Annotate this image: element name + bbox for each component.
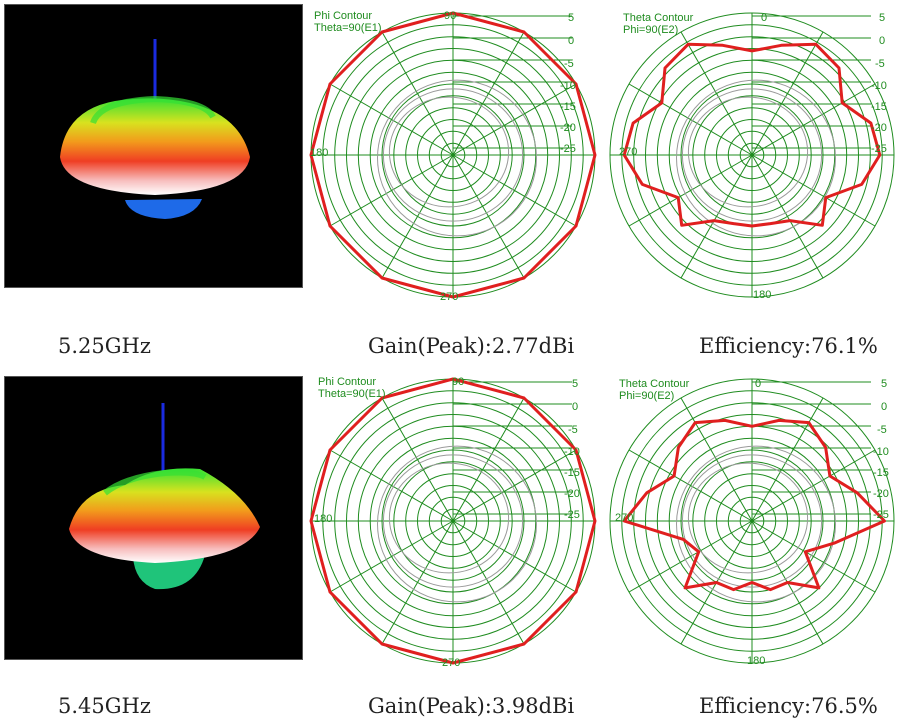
theta-contour-labels: Theta Contour Phi=90(E2) 0 270 180 5 0 -… <box>603 4 901 306</box>
scale-label: -25 <box>564 509 580 521</box>
angle-label-bottom: 270 <box>440 291 458 303</box>
scale-label: -5 <box>875 58 885 70</box>
theta-contour-plot: Theta Contour Phi=90(E2) 0 270 180 5 0 -… <box>603 4 901 306</box>
plot-subtitle: Theta=90(E1) <box>318 388 386 400</box>
scale-label: -10 <box>560 80 576 92</box>
scale-label: -5 <box>877 424 887 436</box>
scale-label: -20 <box>564 488 580 500</box>
row-5-25ghz: Phi Contour Theta=90(E1) 90 180 270 5 0 … <box>0 0 901 360</box>
efficiency-caption: Efficiency:76.1% <box>699 334 878 358</box>
scale-label: -25 <box>873 509 889 521</box>
row-5-45ghz: Phi Contour Theta=90(E1) 90 180 270 5 0 … <box>0 366 901 726</box>
plot-title: Phi Contour <box>318 376 376 388</box>
scale-label: -10 <box>564 446 580 458</box>
phi-contour-plot: Phi Contour Theta=90(E1) 90 180 270 5 0 … <box>304 4 602 306</box>
scale-label: -15 <box>564 467 580 479</box>
plot-subtitle: Phi=90(E2) <box>619 390 674 402</box>
scale-label: 0 <box>568 35 574 47</box>
angle-label-top: 0 <box>755 378 761 390</box>
plot-title: Theta Contour <box>619 378 690 390</box>
scale-label: -20 <box>871 122 887 134</box>
plot-subtitle: Phi=90(E2) <box>623 24 678 36</box>
scale-label: 5 <box>881 378 887 390</box>
3d-radiation-pattern <box>4 4 303 288</box>
frequency-caption: 5.45GHz <box>58 694 151 718</box>
3d-radiation-pattern <box>4 376 303 660</box>
angle-label-left: 270 <box>615 512 633 524</box>
scale-label: -15 <box>560 101 576 113</box>
angle-label-left: 180 <box>310 147 328 159</box>
angle-label-top: 90 <box>444 10 456 22</box>
gain-caption: Gain(Peak):2.77dBi <box>368 334 574 358</box>
angle-label-bottom: 180 <box>753 289 771 301</box>
scale-label: -25 <box>871 143 887 155</box>
angle-label-top: 0 <box>761 12 767 24</box>
radiation-pattern-render <box>5 5 302 287</box>
angle-label-bottom: 270 <box>442 657 460 669</box>
scale-label: -10 <box>871 80 887 92</box>
phi-contour-labels: Phi Contour Theta=90(E1) 90 180 270 5 0 … <box>304 370 602 672</box>
gain-caption: Gain(Peak):3.98dBi <box>368 694 574 718</box>
angle-label-bottom: 180 <box>747 655 765 667</box>
phi-contour-labels: Phi Contour Theta=90(E1) 90 180 270 5 0 … <box>304 4 602 306</box>
plot-subtitle: Theta=90(E1) <box>314 22 382 34</box>
scale-label: -20 <box>873 488 889 500</box>
theta-contour-plot: Theta Contour Phi=90(E2) 0 270 180 5 0 -… <box>603 370 901 672</box>
angle-label-top: 90 <box>452 376 464 388</box>
scale-label: -5 <box>568 424 578 436</box>
plot-title: Theta Contour <box>623 12 694 24</box>
phi-contour-plot: Phi Contour Theta=90(E1) 90 180 270 5 0 … <box>304 370 602 672</box>
scale-label: 5 <box>568 12 574 24</box>
scale-label: 5 <box>879 12 885 24</box>
scale-label: -25 <box>560 143 576 155</box>
scale-label: 0 <box>881 401 887 413</box>
scale-label: 0 <box>879 35 885 47</box>
radiation-pattern-render <box>5 377 302 659</box>
plot-title: Phi Contour <box>314 10 372 22</box>
frequency-caption: 5.25GHz <box>58 334 151 358</box>
scale-label: -10 <box>873 446 889 458</box>
scale-label: -15 <box>873 467 889 479</box>
scale-label: -20 <box>560 122 576 134</box>
scale-label: 5 <box>572 378 578 390</box>
scale-label: 0 <box>572 401 578 413</box>
angle-label-left: 180 <box>314 513 332 525</box>
scale-label: -15 <box>871 101 887 113</box>
theta-contour-labels: Theta Contour Phi=90(E2) 0 270 180 5 0 -… <box>603 370 901 672</box>
scale-label: -5 <box>564 58 574 70</box>
efficiency-caption: Efficiency:76.5% <box>699 694 878 718</box>
angle-label-left: 270 <box>619 146 637 158</box>
